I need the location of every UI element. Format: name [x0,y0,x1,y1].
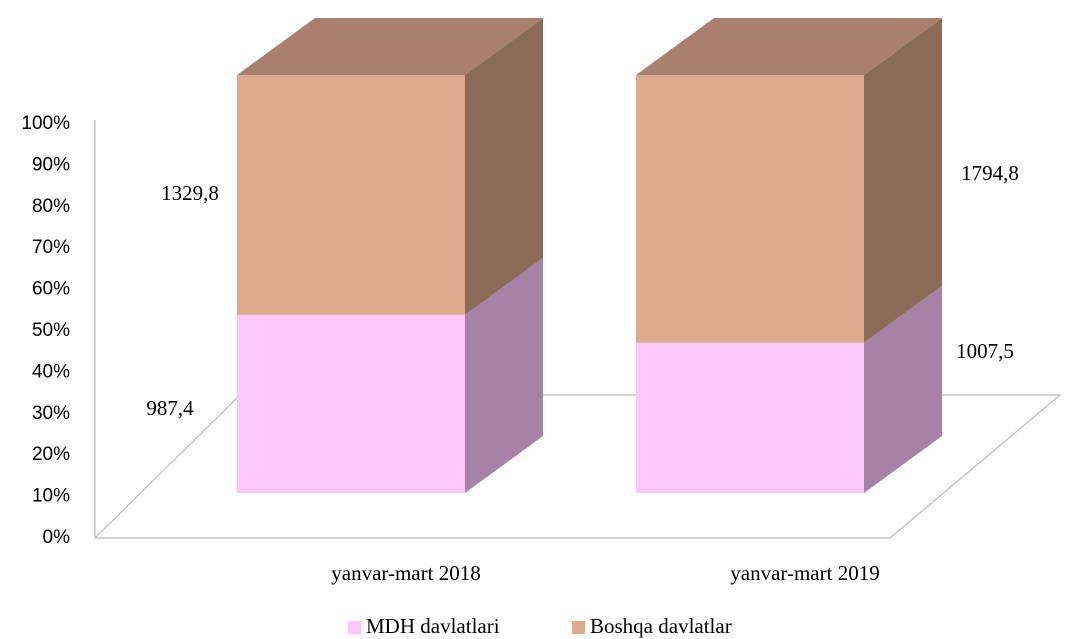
legend-swatch [348,621,361,634]
y-tick-label: 60% [32,279,70,300]
legend-label: MDH davlatlari [366,614,500,638]
y-tick-label: 10% [32,486,70,507]
y-tick-label: 40% [32,361,70,382]
y-tick-label: 90% [32,154,70,175]
bar-side [864,18,942,343]
y-tick-label: 50% [32,320,70,341]
bar-side [465,257,543,493]
y-tick-label: 100% [21,113,70,134]
data-label: 1329,8 [161,181,219,205]
y-tick-label: 70% [32,237,70,258]
bar-side [864,285,942,493]
y-tick-label: 0% [43,527,71,548]
bar [237,75,465,315]
y-tick-label: 30% [32,403,70,424]
floor [94,120,1062,539]
legend-label: Boshqa davlatlar [590,614,732,638]
bar-side [465,18,543,315]
y-tick-label: 80% [32,196,70,217]
bar [237,314,465,493]
x-tick-label: yanvar-mart 2018 [331,561,480,585]
legend-swatch [572,621,585,634]
bar-top [636,18,942,75]
bar-top [237,18,543,75]
y-tick-label: 20% [32,444,70,465]
data-label: 1007,5 [956,339,1014,363]
data-label: 987,4 [146,396,194,420]
x-tick-label: yanvar-mart 2019 [730,561,879,585]
bar [636,75,864,343]
bar [636,342,864,493]
data-label: 1794,8 [961,161,1019,185]
